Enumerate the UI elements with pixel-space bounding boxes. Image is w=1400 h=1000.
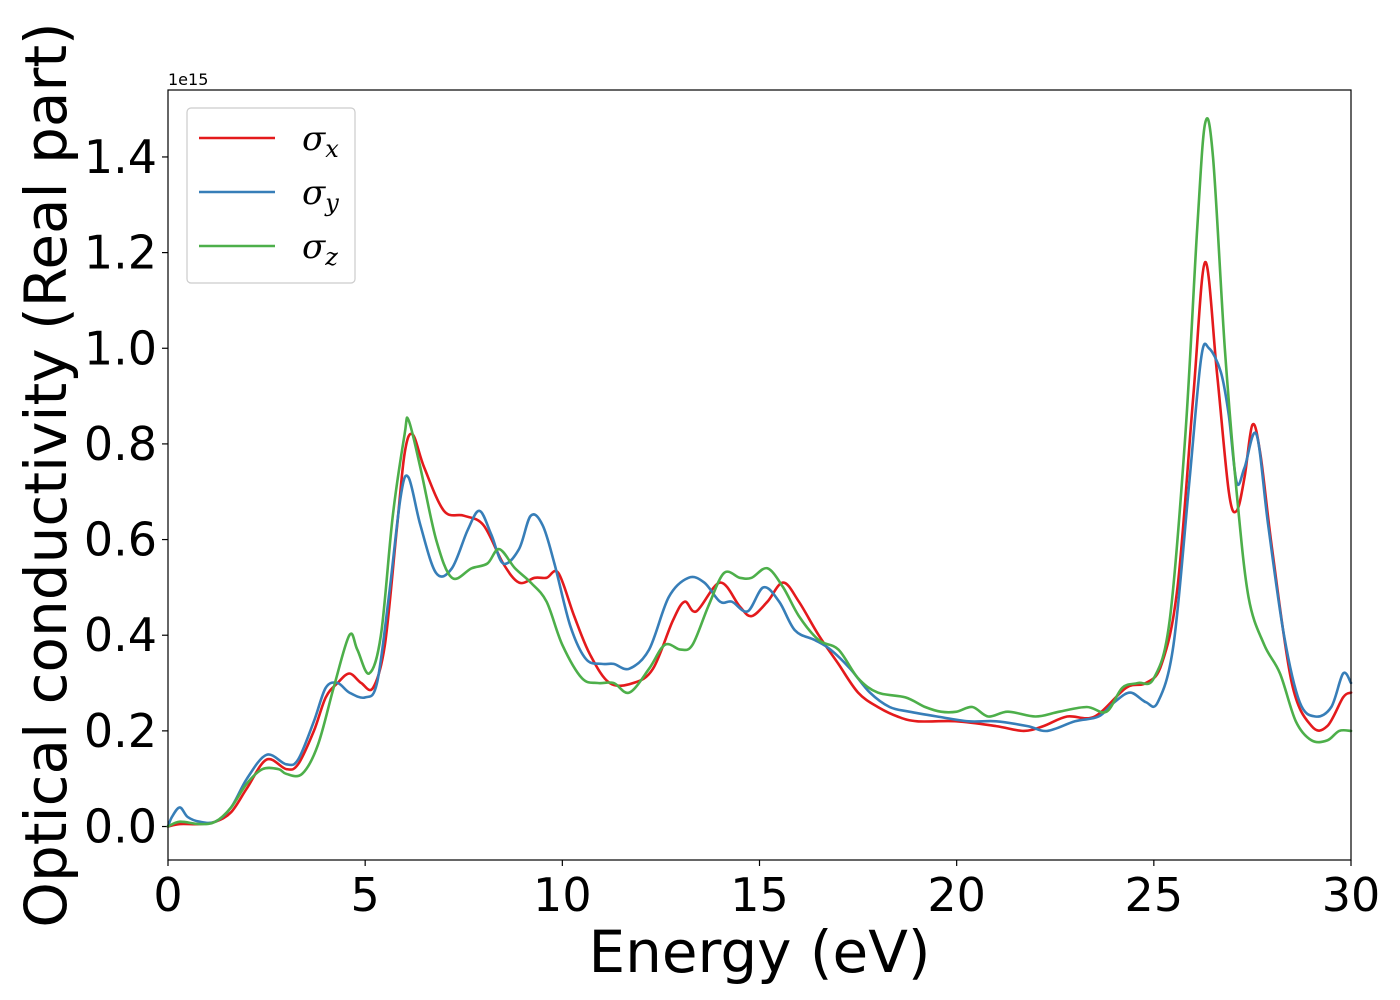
x-tick-label: 15 (730, 868, 789, 922)
y-tick-label: 0.2 (84, 704, 157, 758)
plot-frame (167, 89, 1352, 861)
y-offset-text: 1e15 (168, 70, 208, 89)
x-tick-label: 0 (153, 868, 182, 922)
x-axis-ticks: 0 5 10 15 20 25 30 (153, 860, 1380, 922)
series-line-z (166, 117, 1353, 828)
y-tick-label: 1.2 (84, 226, 157, 280)
legend-label-x: σx (302, 119, 339, 163)
y-tick-label: 1.4 (84, 130, 157, 184)
y-tick-label: 0.4 (84, 608, 157, 662)
series-layer (166, 117, 1353, 828)
y-tick-label: 0.8 (84, 417, 157, 471)
x-tick-label: 5 (351, 868, 380, 922)
y-tick-label: 0.6 (84, 513, 157, 567)
legend-box (186, 107, 356, 284)
y-axis-ticks: 0.0 0.2 0.4 0.6 0.8 1.0 1.2 1.4 (84, 130, 168, 854)
y-axis-label: Optical conductivity (Real part) (12, 22, 80, 927)
x-tick-label: 25 (1125, 868, 1184, 922)
x-tick-label: 30 (1322, 868, 1381, 922)
legend: σx σy σz (186, 107, 356, 284)
legend-label-z: σz (302, 227, 338, 271)
legend-label-y: σy (302, 173, 339, 217)
y-tick-label: 1.0 (84, 321, 157, 375)
x-axis-label: Energy (eV) (588, 918, 930, 986)
y-tick-label: 0.0 (84, 800, 157, 854)
series-line-x (166, 260, 1353, 828)
series-line-y (166, 342, 1353, 828)
x-tick-label: 10 (533, 868, 592, 922)
x-tick-label: 20 (927, 868, 986, 922)
